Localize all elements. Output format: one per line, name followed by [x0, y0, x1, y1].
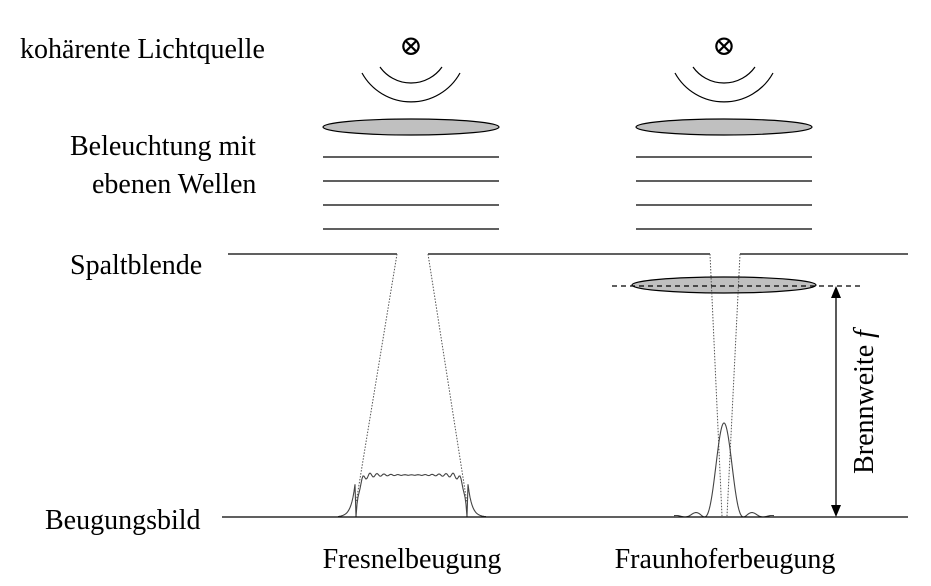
fresnel-wavefront-outer — [361, 72, 461, 103]
fresnel-diffraction-pattern — [337, 472, 487, 518]
fresnel-light-source-icon: ⊗ — [399, 31, 422, 62]
fresnel-collimating-lens — [322, 118, 500, 136]
fresnel-beam-edge-left — [355, 253, 398, 504]
focal-length-arrow-head-top — [831, 286, 841, 298]
focal-length-arrow-head-bottom — [831, 505, 841, 517]
fresnel-beam-edge-right — [427, 253, 468, 504]
fresnel-plane-waves — [323, 156, 499, 230]
fraunhofer-plane-waves — [636, 156, 812, 230]
illumination-label-line1: Beleuchtung mit — [70, 131, 256, 162]
focal-length-text: Brennweite — [849, 338, 880, 474]
focal-length-symbol: f — [849, 327, 880, 338]
fraunhofer-light-source-icon: ⊗ — [712, 31, 735, 62]
light-source-label: kohärente Lichtquelle — [20, 34, 265, 65]
fraunhofer-wavefront-outer — [674, 72, 774, 103]
fraunhofer-wavefront-inner — [692, 66, 756, 84]
fraunhofer-setup: ⊗ Fraunhoferbeugung Brennweite f — [582, 31, 908, 575]
fraunhofer-focusing-lens — [631, 276, 817, 294]
pattern-label: Beugungsbild — [45, 505, 201, 536]
fraunhofer-collimating-lens — [635, 118, 813, 136]
fraunhofer-diffraction-pattern — [674, 422, 774, 518]
fresnel-setup: ⊗ Fresnelbeugung — [228, 31, 582, 575]
slit-label: Spaltblende — [70, 250, 202, 281]
fresnel-caption: Fresnelbeugung — [323, 544, 502, 575]
focal-length-label: Brennweite f — [849, 327, 880, 474]
fresnel-wavefront-inner — [379, 66, 443, 84]
fraunhofer-caption: Fraunhoferbeugung — [615, 544, 836, 575]
illumination-label-line2: ebenen Wellen — [92, 169, 256, 200]
